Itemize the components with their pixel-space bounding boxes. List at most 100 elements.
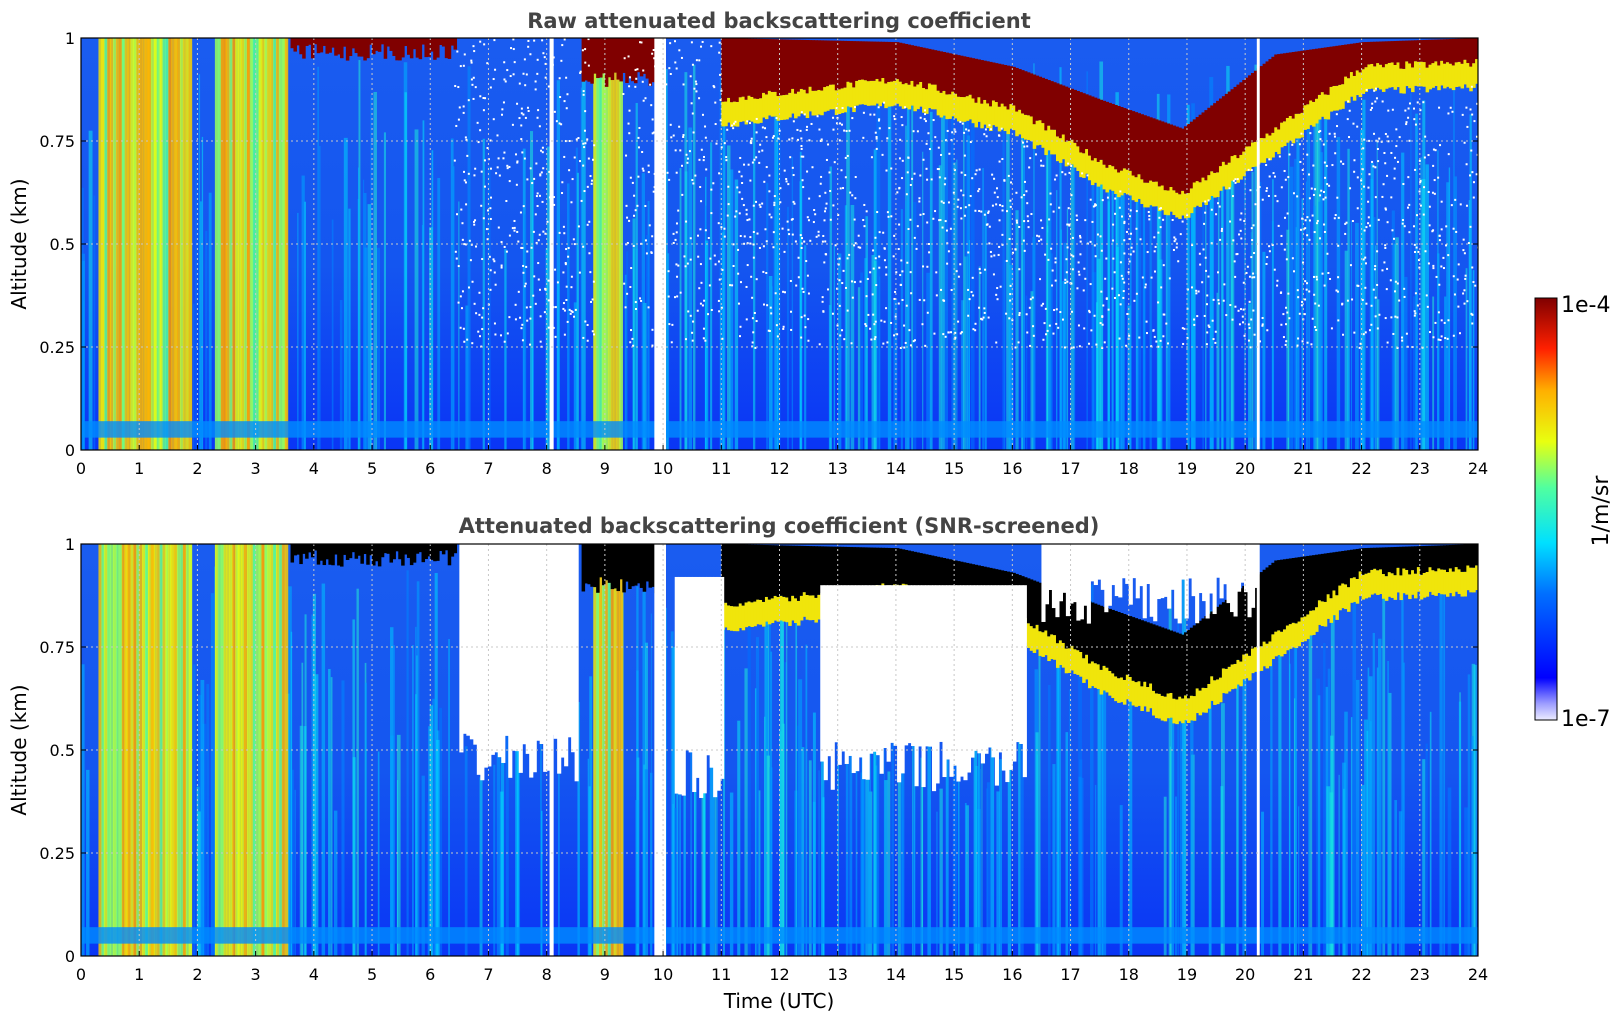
- heatmap-noise-pixel: [584, 110, 587, 113]
- heatmap-noise-pixel: [761, 126, 764, 129]
- heatmap-cloud-rim: [823, 87, 827, 112]
- heatmap-noise-pixel: [666, 171, 669, 174]
- heatmap-streak: [396, 734, 401, 956]
- heatmap-cloud-cell: [904, 549, 909, 585]
- heatmap-noise-pixel: [641, 151, 644, 154]
- heatmap-cloud-cell: [1122, 108, 1127, 169]
- heatmap-streak: [496, 642, 501, 956]
- heatmap-noise-pixel: [831, 312, 834, 315]
- heatmap-noise-pixel: [1315, 278, 1318, 281]
- x-tick-label: 12: [769, 459, 789, 478]
- heatmap-noise-pixel: [699, 186, 702, 189]
- heatmap-masked-cell: [1107, 544, 1112, 606]
- heatmap-cloud-rim: [782, 596, 786, 622]
- heatmap-noise-pixel: [899, 283, 902, 286]
- heatmap-cloud-rim: [954, 93, 958, 119]
- heatmap-cloud-rim: [1189, 695, 1194, 721]
- heatmap-noise-pixel: [1470, 312, 1473, 315]
- heatmap-noise-pixel: [773, 195, 776, 198]
- heatmap-cloud-cell: [1338, 551, 1342, 586]
- heatmap-band-column: [98, 544, 102, 956]
- heatmap-noise-pixel: [1382, 183, 1385, 186]
- heatmap-cloud-cell: [1055, 83, 1060, 137]
- heatmap-cloud-rim: [744, 99, 749, 125]
- heatmap-cloud-cell: [625, 38, 629, 83]
- heatmap-band-column: [101, 544, 105, 956]
- heatmap-streak: [913, 202, 917, 450]
- heatmap-cloud-cell: [1044, 78, 1048, 131]
- heatmap-noise-pixel: [1445, 225, 1448, 228]
- heatmap-streak: [952, 756, 957, 956]
- heatmap-noise-pixel: [520, 112, 523, 115]
- heatmap-streak: [887, 94, 892, 450]
- heatmap-streak: [964, 802, 967, 956]
- heatmap-noise-pixel: [1427, 190, 1430, 193]
- heatmap-cloud-rim: [1021, 113, 1025, 139]
- heatmap-noise-pixel: [792, 120, 795, 123]
- heatmap-noise-pixel: [832, 128, 835, 131]
- heatmap-noise-pixel: [725, 156, 728, 159]
- heatmap-streak: [1177, 610, 1180, 956]
- heatmap-noise-pixel: [564, 261, 567, 264]
- heatmap-noise-pixel: [848, 253, 851, 256]
- heatmap-cloud-cell: [922, 553, 926, 595]
- heatmap-noise-pixel: [1027, 220, 1030, 223]
- heatmap-noise-pixel: [1009, 205, 1012, 208]
- heatmap-noise-pixel: [1321, 272, 1324, 275]
- x-tick-label: 2: [192, 965, 202, 984]
- heatmap-noise-pixel: [876, 211, 879, 214]
- heatmap-noise-pixel: [709, 257, 712, 260]
- heatmap-cloud-cell: [1425, 545, 1430, 572]
- heatmap-noise-pixel: [1471, 266, 1474, 269]
- heatmap-noise-pixel: [750, 137, 753, 140]
- heatmap-noise-pixel: [1018, 312, 1021, 315]
- heatmap-cloud-cell: [590, 544, 594, 587]
- heatmap-streak: [1410, 93, 1412, 450]
- heatmap-noise-pixel: [547, 279, 550, 282]
- heatmap-cloud-rim: [1154, 181, 1159, 207]
- heatmap-noise-pixel: [1128, 334, 1131, 337]
- y-tick-label: 0.25: [39, 844, 75, 863]
- heatmap-noise-pixel: [1045, 333, 1048, 336]
- y-tick-label: 1: [65, 29, 75, 48]
- heatmap-streak: [641, 173, 646, 450]
- heatmap-cloud-rim: [1009, 104, 1013, 129]
- heatmap-noise-pixel: [565, 299, 568, 302]
- heatmap-band-column: [613, 544, 618, 956]
- heatmap-noise-pixel: [562, 225, 565, 228]
- heatmap-noise-pixel: [940, 153, 943, 156]
- heatmap-noise-pixel: [705, 168, 708, 171]
- heatmap-noise-pixel: [1001, 158, 1004, 161]
- heatmap-cloud-cell: [773, 39, 778, 92]
- panel-raw-y-axis: 00.250.50.751: [39, 29, 1478, 460]
- heatmap-noise-pixel: [1150, 276, 1153, 279]
- heatmap-noise-pixel: [718, 172, 721, 175]
- heatmap-noise-pixel: [727, 185, 730, 188]
- heatmap-cloud-rim: [773, 91, 778, 117]
- heatmap-noise-pixel: [638, 126, 641, 129]
- heatmap-cloud-cell: [1111, 103, 1115, 167]
- heatmap-noise-pixel: [1236, 253, 1239, 256]
- heatmap-cloud-rim: [1285, 625, 1290, 651]
- heatmap-cloud-rim: [1166, 693, 1171, 719]
- heatmap-noise-pixel: [770, 312, 773, 315]
- heatmap-noise-pixel: [1301, 300, 1304, 303]
- heatmap-noise-pixel: [704, 229, 707, 232]
- heatmap-noise-pixel: [1367, 186, 1370, 189]
- heatmap-cloud-cell: [1204, 110, 1208, 181]
- heatmap-band-column: [267, 544, 271, 956]
- heatmap-noise-pixel: [725, 159, 728, 162]
- heatmap-cloud-rim: [1341, 583, 1345, 609]
- heatmap-masked-cell: [984, 585, 989, 754]
- heatmap-noise-pixel: [1304, 280, 1307, 283]
- heatmap-noise-pixel: [1247, 323, 1250, 326]
- heatmap-noise-pixel: [1374, 100, 1377, 103]
- heatmap-noise-pixel: [490, 196, 493, 199]
- heatmap-cloud-cell: [633, 38, 638, 84]
- heatmap-cloud-cell: [756, 38, 760, 99]
- heatmap-cloud-rim: [1032, 124, 1037, 149]
- heatmap-noise-pixel: [995, 293, 998, 296]
- heatmap-cloud-cell: [1154, 625, 1159, 694]
- heatmap-cloud-cell: [954, 54, 958, 94]
- heatmap-streak: [1272, 179, 1274, 450]
